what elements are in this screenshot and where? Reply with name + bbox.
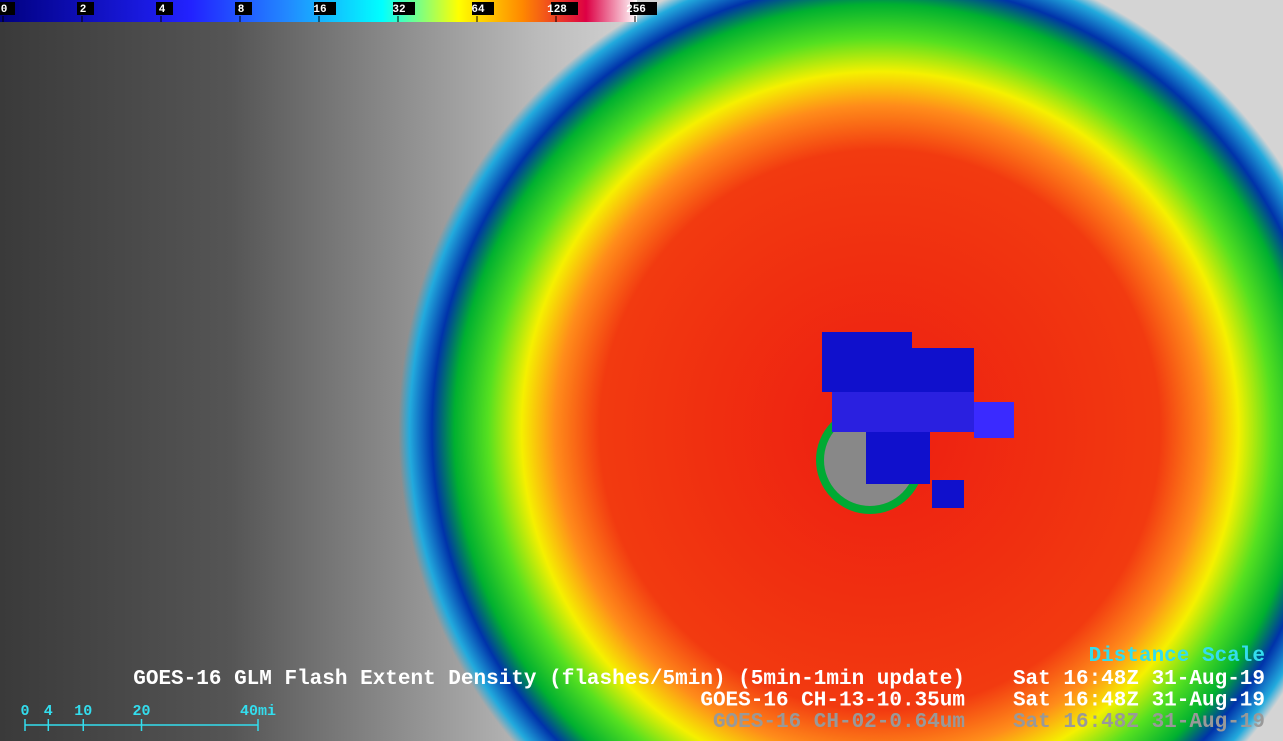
- colorbar-tick-label: 0: [1, 4, 8, 16]
- colorbar-label-box: [77, 2, 94, 15]
- colorbar-tick-label: 32: [392, 4, 405, 16]
- colorbar-label-box: [630, 2, 657, 15]
- colorbar-tick-label: 16: [313, 4, 326, 16]
- colorbar-label-box: [393, 2, 415, 15]
- legend-product: GOES-16 GLM Flash Extent Density (flashe…: [133, 668, 965, 691]
- flash-density-cells: [822, 332, 1014, 508]
- colorbar-tick-label: 2: [80, 4, 87, 16]
- scale-label: 10: [74, 703, 92, 720]
- scale-label: 20: [132, 703, 150, 720]
- legend-time: Sat 16:48Z 31-Aug-19: [1013, 711, 1265, 734]
- scale-label: 40mi: [240, 703, 276, 720]
- colorbar-label-box: [551, 2, 578, 15]
- legend-title: Distance Scale: [1089, 645, 1265, 668]
- colorbar-tick-label: 128: [547, 4, 567, 16]
- legend-product: GOES-16 CH-13-10.35um: [700, 690, 965, 713]
- colorbar-tick-label: 64: [471, 4, 485, 16]
- scale-label: 0: [20, 703, 29, 720]
- colorbar-label-box: [235, 2, 252, 15]
- colorbar-label-box: [156, 2, 173, 15]
- colorbar-tick-label: 8: [238, 4, 245, 16]
- legend-time: Sat 16:48Z 31-Aug-19: [1013, 690, 1265, 713]
- scale-label: 4: [44, 703, 53, 720]
- colorbar-tick-label: 4: [159, 4, 166, 16]
- legend-product: GOES-16 CH-02-0.64um: [713, 711, 965, 734]
- colorbar-label-box: [472, 2, 494, 15]
- legend-time: Sat 16:48Z 31-Aug-19: [1013, 668, 1265, 691]
- colorbar-label-box: [0, 2, 15, 15]
- colorbar-tick-label: 256: [626, 4, 646, 16]
- colorbar-label-box: [314, 2, 336, 15]
